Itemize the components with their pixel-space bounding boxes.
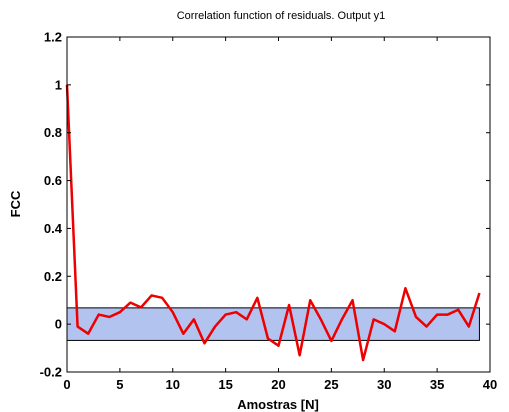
x-tick-label: 35: [430, 377, 444, 392]
y-axis-label: FCC: [8, 190, 23, 217]
chart-title: Correlation function of residuals. Outpu…: [177, 10, 386, 22]
y-tick-label: 1: [55, 77, 62, 92]
y-tick-label: 0.8: [44, 125, 62, 140]
x-tick-label: 10: [166, 377, 180, 392]
y-tick-label: -0.2: [40, 365, 62, 380]
x-tick-label: 15: [218, 377, 232, 392]
y-tick-label: 0: [55, 317, 62, 332]
x-tick-label: 40: [483, 377, 497, 392]
confidence-band: [66, 307, 480, 341]
y-tick-label: 0.2: [44, 269, 62, 284]
x-axis-label: Amostras [N]: [237, 397, 319, 412]
x-tick-label: 25: [324, 377, 338, 392]
y-tick-label: 1.2: [44, 30, 62, 45]
x-tick-label: 20: [271, 377, 285, 392]
y-tick-label: 0.4: [44, 221, 63, 236]
x-tick-label: 0: [63, 377, 70, 392]
x-tick-label: 30: [377, 377, 391, 392]
x-tick-label: 5: [116, 377, 123, 392]
series-line: [65, 84, 481, 362]
y-tick-label: 0.6: [44, 173, 62, 188]
